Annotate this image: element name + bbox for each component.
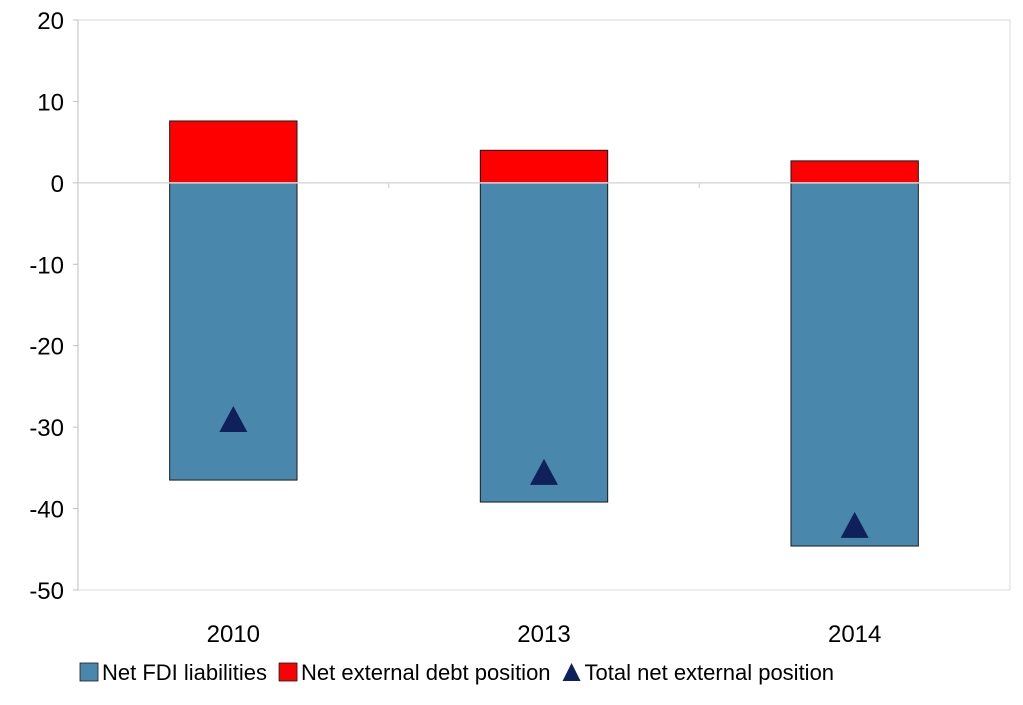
x-axis-labels: 2010 2013 2014	[207, 621, 882, 648]
y-tick-label: -10	[29, 252, 64, 279]
bar-net-external-debt-position-2010	[169, 120, 298, 184]
x-tick-label: 2013	[517, 621, 570, 648]
marker-total-net-external-position-2013	[530, 458, 558, 485]
legend-marker	[562, 663, 581, 681]
y-tick-label: -50	[29, 578, 64, 605]
bar-net-fdi-liabilities-2014	[790, 182, 919, 547]
legend-swatch	[79, 662, 99, 682]
x-tick-label: 2010	[207, 621, 260, 648]
y-tick-label: 10	[37, 89, 64, 116]
y-tick-label: 20	[37, 8, 64, 35]
legend-label: Total net external position	[585, 660, 835, 685]
y-axis-ticks: 20 10 0 -10 -20 -30 -40 -50	[29, 8, 78, 605]
marker-total-net-external-position-2014	[840, 511, 869, 538]
markers-group	[219, 406, 869, 538]
marker-total-net-external-position-2010	[219, 406, 248, 432]
legend-swatch	[278, 662, 298, 682]
y-tick-label: -40	[29, 497, 64, 524]
y-tick-label: -20	[29, 334, 64, 361]
legend-label: Net external debt position	[301, 660, 551, 685]
y-tick-label: -30	[29, 415, 64, 442]
x-tick-label: 2014	[828, 621, 881, 648]
category-ticks	[387, 182, 701, 188]
bar-net-external-debt-position-2013	[479, 149, 609, 184]
bars-group	[169, 120, 919, 547]
bar-net-fdi-liabilities-2010	[169, 182, 298, 481]
bar-net-external-debt-position-2014	[790, 160, 919, 184]
legend-label: Net FDI liabilities	[102, 660, 267, 685]
legend: Net FDI liabilities Net external debt pos…	[79, 660, 835, 685]
y-tick-label: 0	[51, 171, 64, 198]
bar-net-fdi-liabilities-2013	[479, 182, 609, 503]
